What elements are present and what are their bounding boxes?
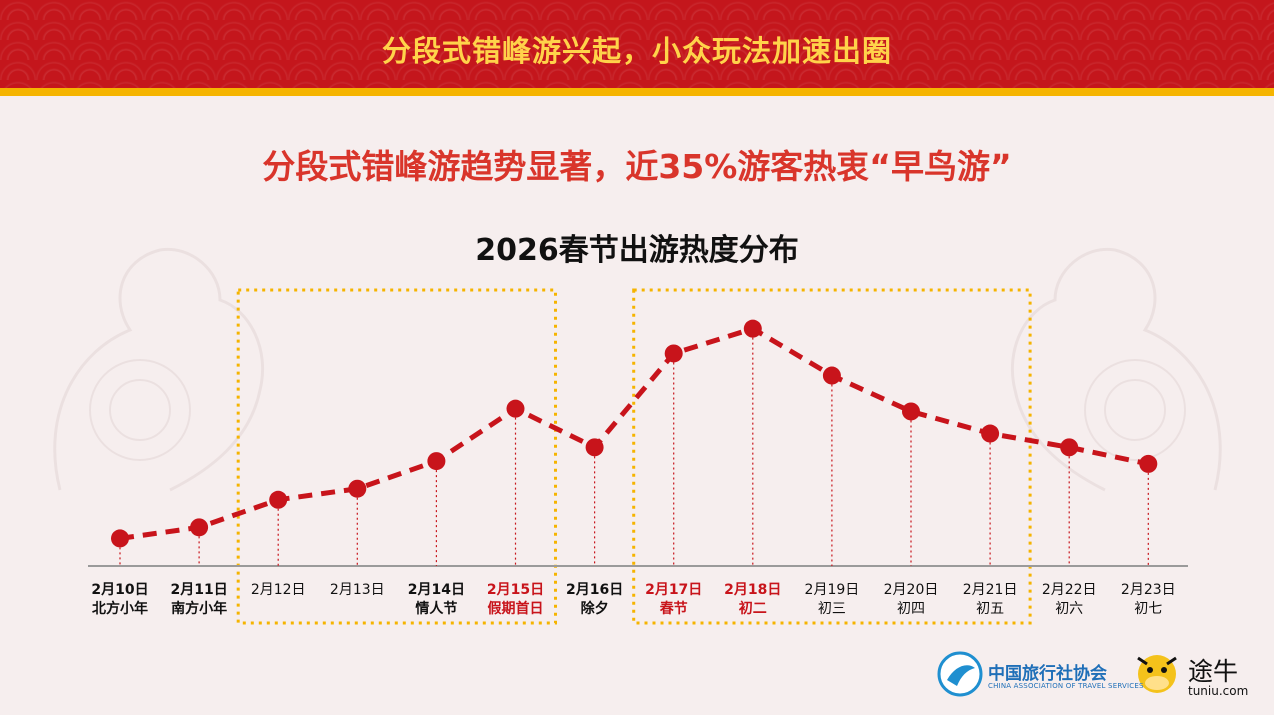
subtitle: 分段式错峰游趋势显著，近35%游客热衷“早鸟游” — [262, 147, 1012, 186]
data-point-13 — [1060, 438, 1079, 457]
data-point-3 — [269, 490, 288, 509]
data-point-9 — [743, 319, 762, 338]
logo-area — [937, 651, 1177, 697]
tick-sublabel-1: 北方小年 — [92, 600, 148, 617]
tick-label-7: 2月16日 — [566, 582, 623, 598]
data-point-10 — [822, 366, 841, 385]
data-point-14 — [1139, 454, 1158, 473]
tick-label-3: 2月12日 — [251, 582, 306, 598]
tick-sublabel-12: 初五 — [976, 600, 1004, 617]
tick-sublabel-10: 初三 — [818, 600, 846, 617]
tick-sublabel-14: 初七 — [1134, 600, 1162, 617]
tick-sublabel-5: 情人节 — [415, 600, 457, 617]
tick-label-8: 2月17日 — [645, 582, 702, 598]
data-point-4 — [348, 479, 367, 498]
tuniu-logo-name: 途牛 — [1188, 657, 1239, 686]
tick-label-9: 2月18日 — [724, 582, 781, 598]
tick-label-14: 2月23日 — [1121, 582, 1176, 598]
tick-sublabel-7: 除夕 — [581, 600, 609, 617]
tick-label-2: 2月11日 — [170, 582, 227, 598]
data-point-7 — [585, 438, 604, 457]
horse-pattern-right — [1010, 247, 1222, 492]
tick-label-12: 2月21日 — [963, 582, 1018, 598]
data-point-8 — [664, 344, 683, 363]
tuniu-logo-url: tuniu.com — [1188, 684, 1249, 698]
chart-title: 2026春节出游热度分布 — [475, 233, 799, 268]
tick-sublabel-6: 假期首日 — [488, 600, 544, 617]
cats-logo-name: 中国旅行社协会 — [988, 664, 1107, 684]
header-gold-band — [0, 88, 1274, 96]
tick-label-13: 2月22日 — [1042, 582, 1097, 598]
header-banner: 分段式错峰游兴起，小众玩法加速出圈 — [0, 0, 1274, 88]
header-title: 分段式错峰游兴起，小众玩法加速出圈 — [381, 34, 892, 68]
highlight-box-2 — [632, 288, 1032, 625]
tick-sublabel-8: 春节 — [659, 600, 688, 617]
tick-label-4: 2月13日 — [330, 582, 385, 598]
tick-label-10: 2月19日 — [805, 582, 860, 598]
data-point-6 — [506, 399, 525, 418]
tick-label-11: 2月20日 — [884, 582, 939, 598]
data-point-12 — [981, 424, 1000, 443]
tick-sublabel-2: 南方小年 — [171, 600, 227, 617]
cats-logo-english: CHINA ASSOCIATION OF TRAVEL SERVICES — [988, 682, 1144, 690]
tick-sublabel-13: 初六 — [1055, 600, 1083, 617]
tick-sublabel-9: 初二 — [739, 600, 767, 617]
tick-label-5: 2月14日 — [408, 582, 465, 598]
data-point-11 — [902, 402, 920, 421]
data-point-1 — [111, 529, 129, 548]
tick-label-1: 2月10日 — [91, 582, 148, 598]
data-point-2 — [190, 518, 209, 537]
data-point-5 — [427, 452, 446, 471]
tick-sublabel-11: 初四 — [897, 600, 925, 617]
horse-pattern-left — [53, 247, 265, 492]
highlight-box-1 — [236, 288, 557, 625]
tick-label-6: 2月15日 — [487, 582, 544, 598]
